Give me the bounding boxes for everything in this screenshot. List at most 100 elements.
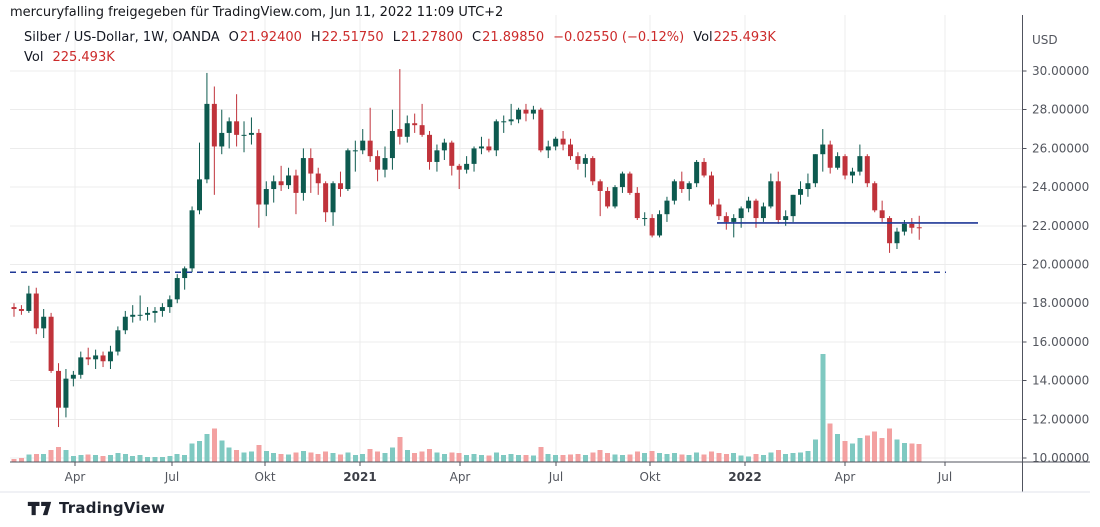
volume-bar	[723, 454, 729, 462]
volume-bar	[605, 453, 611, 462]
volume-bar	[26, 454, 32, 462]
candle-body	[820, 144, 826, 155]
candle-body	[538, 109, 544, 151]
volume-bar	[516, 454, 522, 462]
candle-body	[493, 121, 499, 151]
candle-body	[449, 142, 455, 166]
volume-bar	[634, 451, 640, 462]
candle-body	[63, 378, 69, 408]
volume-bar	[523, 455, 529, 462]
candle-body	[115, 330, 121, 352]
time-axis[interactable]: Apr Jul Okt 2021 Apr Jul Okt 2022 Apr Jul	[65, 462, 953, 484]
volume-bar	[538, 446, 544, 462]
volume-bar	[315, 454, 321, 462]
legend-symbol-row: Silber / US-Dollar, 1W, OANDA O 21.92400 H…	[24, 28, 776, 48]
candle-body	[360, 140, 366, 151]
volume-bar	[753, 454, 759, 462]
candle-body	[182, 268, 188, 279]
volume-bar	[486, 455, 492, 462]
candle-body	[219, 132, 225, 147]
candle-body	[783, 216, 789, 220]
volume-bar	[63, 450, 69, 462]
volume-bar	[382, 453, 388, 462]
legend-value-C: C 21.89850	[472, 28, 544, 48]
candle-body	[775, 181, 781, 220]
volume-bar	[879, 438, 885, 462]
volume-bar	[731, 453, 737, 462]
volume-bar	[286, 454, 292, 462]
candle-body	[152, 310, 158, 313]
legend-value-Vol: Vol 225.493K	[693, 28, 776, 48]
price-axis[interactable]: USD 30.00000 28.00000 26.00000 24.00000 22.00…	[1022, 33, 1090, 465]
volume-bar	[471, 454, 477, 462]
candle-body	[345, 150, 351, 190]
candle-body	[33, 293, 39, 329]
volume-bar	[560, 455, 566, 462]
volume-bar	[404, 450, 410, 462]
volume-bar	[219, 440, 225, 462]
candle-body	[100, 355, 106, 362]
price-tick-label: 28.00000	[1032, 103, 1089, 117]
candle-body	[909, 223, 915, 228]
candle-body	[508, 119, 514, 122]
volume-bar	[916, 443, 922, 462]
candle-body	[649, 218, 655, 236]
volume-bar	[857, 438, 863, 462]
legend-field-value: 21.92400	[239, 30, 302, 45]
candle-body	[323, 183, 329, 213]
candle-body	[315, 173, 321, 184]
legend-field-label: L	[392, 30, 400, 45]
volume-bar	[901, 442, 907, 462]
candle-body	[56, 370, 62, 408]
candle-body	[835, 156, 841, 168]
candle-body	[404, 123, 410, 137]
legend-field-value: 22.51750	[321, 30, 384, 45]
tradingview-logo-icon	[27, 501, 52, 515]
volume-bar	[360, 454, 366, 462]
volume-bar	[263, 450, 269, 462]
volume-bar	[746, 456, 752, 462]
symbol-title[interactable]: Silber / US-Dollar, 1W, OANDA	[24, 30, 220, 45]
candle-body	[716, 204, 722, 217]
volume-bar	[508, 454, 514, 462]
legend-value-change: −0.02550 (−0.12%)	[553, 28, 684, 48]
candle-body	[122, 316, 128, 331]
volume-bar	[412, 453, 418, 462]
volume-bar	[100, 456, 106, 462]
candle-body	[241, 134, 247, 136]
candle-body	[619, 173, 625, 188]
volume-bar	[812, 439, 818, 462]
candle-body	[486, 146, 492, 151]
trendlines[interactable]	[10, 222, 978, 274]
volume-bar	[78, 455, 84, 462]
brand-wordmark: TradingView	[59, 499, 166, 517]
volume-bar	[835, 434, 841, 462]
candle-body	[271, 181, 277, 190]
candle-body	[441, 142, 447, 151]
candle-body	[679, 181, 685, 190]
volume-indicator-label[interactable]: Vol	[24, 50, 44, 65]
candle-body	[248, 132, 254, 135]
volume-bar	[330, 453, 336, 462]
candle-body	[93, 355, 99, 360]
candle-body	[41, 316, 47, 329]
candle-body	[234, 121, 240, 135]
volume-bar	[389, 447, 395, 462]
volume-bar	[775, 450, 781, 462]
candle-body	[26, 293, 32, 311]
volume-bar	[708, 451, 714, 462]
candle-body	[553, 138, 559, 147]
tradingview-branding[interactable]: TradingView	[27, 499, 165, 517]
candle-body	[337, 183, 343, 190]
candle-body	[18, 309, 24, 311]
candle-body	[738, 208, 744, 219]
candle-body	[464, 163, 470, 170]
volume-bar	[352, 454, 358, 462]
volume-bar	[619, 455, 625, 462]
legend-ohlc-values: O 21.92400 H 22.51750 L 21.27800 C 21.89850 −0.0…	[229, 28, 776, 48]
candle-body	[671, 181, 677, 201]
candle-body	[916, 227, 922, 229]
candle-body	[760, 206, 766, 219]
